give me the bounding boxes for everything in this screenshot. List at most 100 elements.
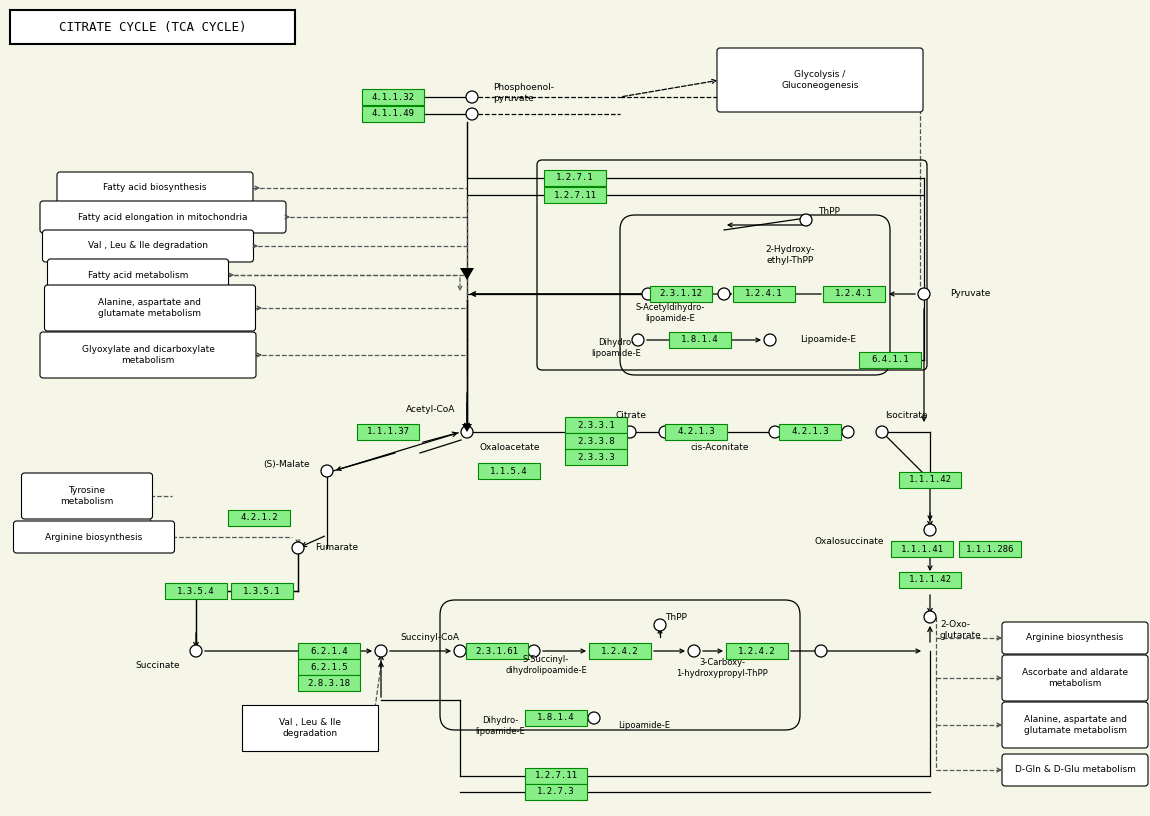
FancyBboxPatch shape [298,659,360,675]
Text: 4.2.1.2: 4.2.1.2 [240,513,278,522]
Text: Arginine biosynthesis: Arginine biosynthesis [1027,633,1124,642]
Text: 2.3.3.8: 2.3.3.8 [577,437,615,446]
FancyBboxPatch shape [859,352,921,368]
FancyBboxPatch shape [40,332,256,378]
FancyBboxPatch shape [22,473,153,519]
Text: 2.3.3.1: 2.3.3.1 [577,420,615,429]
Circle shape [632,334,644,346]
Circle shape [688,645,700,657]
Polygon shape [462,424,471,432]
Circle shape [923,611,936,623]
Circle shape [923,524,936,536]
Text: 2.3.1.61: 2.3.1.61 [475,646,519,655]
Text: 2-Hydroxy-
ethyl-ThPP: 2-Hydroxy- ethyl-ThPP [765,246,814,264]
Text: 1.8.1.4: 1.8.1.4 [537,713,575,722]
FancyBboxPatch shape [716,48,923,112]
Text: Alanine, aspartate and
glutamate metabolism: Alanine, aspartate and glutamate metabol… [1024,716,1127,734]
FancyBboxPatch shape [526,710,586,726]
Circle shape [642,288,654,300]
Text: 4.2.1.3: 4.2.1.3 [677,428,715,437]
FancyBboxPatch shape [733,286,795,302]
Text: Lipoamide-E: Lipoamide-E [618,721,670,730]
Circle shape [588,712,600,724]
FancyBboxPatch shape [565,433,627,449]
Text: ThPP: ThPP [818,207,840,216]
FancyBboxPatch shape [58,172,253,204]
Text: 1.1.1.42: 1.1.1.42 [908,476,951,485]
Text: D-Gln & D-Glu metabolism: D-Gln & D-Glu metabolism [1014,765,1135,774]
Circle shape [375,645,388,657]
Text: cis-Aconitate: cis-Aconitate [691,444,750,453]
Text: Succinyl-CoA: Succinyl-CoA [400,633,459,642]
Text: 1.2.7.1: 1.2.7.1 [557,174,593,183]
Text: Dihydro-
lipoamide-E: Dihydro- lipoamide-E [591,339,641,357]
FancyBboxPatch shape [228,510,290,526]
FancyBboxPatch shape [899,472,961,488]
Circle shape [769,426,781,438]
FancyBboxPatch shape [891,541,953,557]
FancyBboxPatch shape [164,583,227,599]
FancyBboxPatch shape [823,286,886,302]
FancyBboxPatch shape [466,643,528,659]
Circle shape [764,334,776,346]
FancyBboxPatch shape [298,643,360,659]
Text: Pyruvate: Pyruvate [950,290,990,299]
Text: 1.1.1.42: 1.1.1.42 [908,575,951,584]
Text: 1.3.5.1: 1.3.5.1 [243,587,281,596]
Text: Val , Leu & Ile degradation: Val , Leu & Ile degradation [89,242,208,251]
FancyBboxPatch shape [40,201,286,233]
Circle shape [800,214,812,226]
Circle shape [454,645,466,657]
Text: 1.1.5.4: 1.1.5.4 [490,467,528,476]
Text: Lipoamide-E: Lipoamide-E [800,335,856,344]
Polygon shape [460,268,474,280]
FancyBboxPatch shape [669,332,731,348]
FancyBboxPatch shape [14,521,175,553]
Circle shape [466,91,478,103]
Text: S-Acetyldihydro-
lipoamide-E: S-Acetyldihydro- lipoamide-E [635,304,705,322]
FancyBboxPatch shape [43,230,253,262]
Text: 1.2.4.1: 1.2.4.1 [835,290,873,299]
Circle shape [654,619,666,631]
Text: 1.2.7.3: 1.2.7.3 [537,787,575,796]
Text: 4.1.1.32: 4.1.1.32 [371,92,414,101]
Text: Phosphoenol-
pyruvate: Phosphoenol- pyruvate [493,83,554,103]
Text: Fatty acid metabolism: Fatty acid metabolism [87,270,189,280]
FancyBboxPatch shape [726,643,788,659]
FancyBboxPatch shape [544,187,606,203]
FancyBboxPatch shape [1002,754,1148,786]
FancyBboxPatch shape [1002,622,1148,654]
Text: Val , Leu & Ile
degradation: Val , Leu & Ile degradation [279,718,342,738]
Text: 2.3.1.12: 2.3.1.12 [659,290,703,299]
Text: 2.3.3.3: 2.3.3.3 [577,453,615,462]
Text: Oxaloacetate: Oxaloacetate [480,444,539,453]
Text: 1.1.1.286: 1.1.1.286 [966,544,1014,553]
FancyBboxPatch shape [526,784,586,800]
FancyBboxPatch shape [589,643,651,659]
Text: Glyoxylate and dicarboxylate
metabolism: Glyoxylate and dicarboxylate metabolism [82,345,214,365]
Text: 4.2.1.3: 4.2.1.3 [791,428,829,437]
Text: Oxalosuccinate: Oxalosuccinate [814,538,884,547]
FancyBboxPatch shape [544,170,606,186]
Text: Citrate: Citrate [615,410,646,419]
Text: 6.2.1.5: 6.2.1.5 [310,663,347,672]
FancyBboxPatch shape [899,572,961,588]
FancyBboxPatch shape [650,286,712,302]
Text: 1.2.4.1: 1.2.4.1 [745,290,783,299]
FancyBboxPatch shape [1002,655,1148,701]
Text: 4.1.1.49: 4.1.1.49 [371,109,414,118]
Circle shape [466,108,478,120]
Text: 1.2.4.2: 1.2.4.2 [601,646,638,655]
Circle shape [461,426,473,438]
Circle shape [528,712,540,724]
Circle shape [659,426,670,438]
Circle shape [624,426,636,438]
Circle shape [321,465,333,477]
Text: ThPP: ThPP [665,613,687,622]
Text: Fatty acid biosynthesis: Fatty acid biosynthesis [104,184,207,193]
FancyBboxPatch shape [242,705,378,751]
FancyBboxPatch shape [10,10,296,44]
Text: 1.1.1.41: 1.1.1.41 [900,544,943,553]
Text: Arginine biosynthesis: Arginine biosynthesis [45,533,143,542]
Text: 1.2.7.11: 1.2.7.11 [553,190,597,199]
